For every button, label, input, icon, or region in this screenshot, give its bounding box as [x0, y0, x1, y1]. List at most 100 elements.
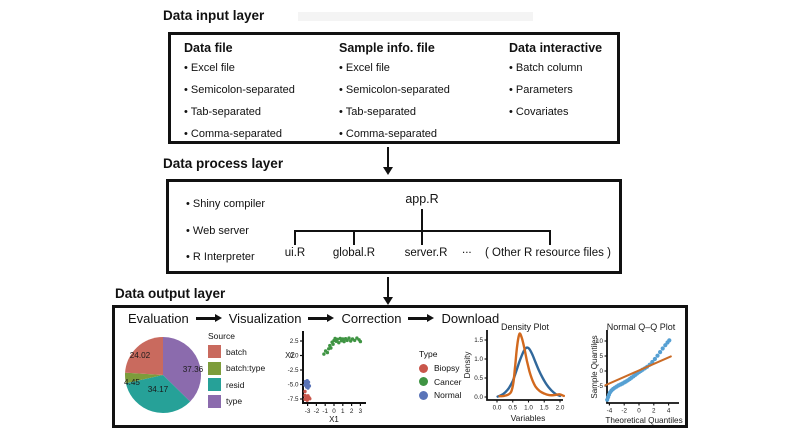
arrow-head-icon: [383, 167, 393, 175]
pie-legend: Source batch batch:type resid type: [208, 331, 265, 411]
down-arrow-input-to-process: [382, 147, 394, 175]
scatter-xlabel: X1: [329, 415, 339, 424]
svg-text:-2.5: -2.5: [288, 367, 299, 374]
arrow-shaft: [386, 277, 390, 297]
arrow-head-icon: [383, 297, 393, 305]
tree-connector: [353, 230, 355, 245]
pie-slice-resid: [125, 375, 191, 414]
tree-ellipsis: ...: [462, 244, 472, 256]
bullet-item: • Tab-separated: [339, 106, 417, 118]
scatter-point-Biopsy: [308, 397, 312, 401]
input-layer-title: Data input layer: [163, 8, 265, 23]
legend-swatch-icon: [419, 377, 428, 386]
process-layer-title: Data process layer: [163, 156, 284, 171]
legend-item: resid: [208, 378, 265, 391]
density-curve: [496, 346, 562, 398]
svg-text:-7.5: -7.5: [288, 396, 299, 403]
svg-text:10: 10: [596, 338, 604, 345]
tree-leaf-global: global.R: [332, 247, 376, 259]
bullet-item: • Semicolon-separated: [184, 84, 295, 96]
svg-text:2: 2: [350, 408, 354, 415]
legend-item: Biopsy: [419, 363, 461, 373]
density-xlabel: Variables: [511, 413, 546, 423]
step-evaluation: Evaluation: [128, 311, 189, 326]
qq-title: Normal Q–Q Plot: [607, 322, 676, 332]
legend-label: batch:type: [226, 363, 266, 373]
tree-root-label: app.R: [405, 192, 439, 206]
scatter-point-Cancer: [325, 350, 330, 355]
column-header: Sample info. file: [339, 41, 435, 55]
step-download: Download: [441, 311, 500, 326]
svg-text:-2: -2: [621, 408, 627, 415]
bullet-item: • Shiny compiler: [186, 198, 266, 210]
scatter-ylabel: X2: [285, 351, 295, 360]
scatter-point-Normal: [304, 381, 308, 385]
legend-label: Cancer: [434, 376, 462, 387]
tree-connector: [549, 230, 551, 245]
bullet-item: • Excel file: [184, 62, 235, 74]
bullet-item: • Comma-separated: [339, 128, 438, 140]
qq-point: [660, 346, 665, 351]
bullet-item: • R Interpreter: [186, 251, 255, 263]
qq-point: [655, 353, 660, 358]
svg-text:-5.0: -5.0: [288, 382, 299, 389]
tree-leaf-server: server.R: [404, 247, 448, 259]
scatter-point-Normal: [306, 386, 310, 390]
svg-text:2.5: 2.5: [290, 338, 299, 345]
bullet-item: • Batch column: [509, 62, 583, 74]
legend-label: resid: [226, 379, 245, 390]
bullet-item: • Covariates: [509, 106, 569, 118]
svg-text:1.0: 1.0: [474, 356, 483, 363]
svg-text:0.5: 0.5: [508, 405, 517, 412]
legend-item: batch: [208, 345, 265, 358]
pie-slice-type: [163, 337, 202, 402]
scatter-point-Cancer: [353, 338, 357, 343]
right-arrow-icon: [195, 313, 222, 323]
svg-text:0: 0: [637, 408, 641, 415]
scatter-point-Biopsy: [303, 389, 307, 394]
bullet-item: • Comma-separated: [184, 128, 283, 140]
legend-swatch-icon: [208, 394, 221, 408]
legend-label: Biopsy: [434, 363, 460, 373]
pie-value-label: 37.36: [183, 365, 204, 374]
density-title: Density Plot: [501, 322, 550, 332]
legend-swatch-icon: [208, 361, 221, 375]
legend-item: Normal: [419, 390, 461, 400]
column-header: Data interactive: [509, 41, 603, 55]
scatter-point-Cancer: [347, 336, 351, 340]
down-arrow-process-to-output: [382, 277, 394, 305]
qq-xlabel: Theoretical Quantiles: [605, 416, 682, 425]
step-correction: Correction: [341, 311, 402, 326]
qq-reference-line: [604, 355, 672, 387]
legend-label: batch: [226, 346, 247, 357]
legend-item: Cancer: [419, 377, 461, 387]
pie-value-label: 34.17: [148, 385, 169, 394]
density-plot: Density Plot 0.0 0.5 1.0 1.5 0.0 0.5 1.0 1.5 2.0 D…: [463, 322, 565, 423]
svg-text:0.0: 0.0: [290, 353, 299, 360]
scatter-plot: 2.5 0.0 -2.5 -5.0 -7.5 -3 -2 -1 0 1 2 3 X2 X1: [285, 331, 366, 424]
density-curve: [498, 332, 565, 398]
bullet-list: • Excel file • Semicolon-separated • Tab-s…: [339, 57, 450, 145]
qq-point: [652, 356, 657, 362]
bullet-item: • Semicolon-separated: [339, 84, 450, 96]
bullet-item: • Tab-separated: [184, 106, 262, 118]
input-layer-box: Data file • Excel file • Semicolon-separa…: [168, 32, 620, 144]
pie-slice-batch: [125, 337, 163, 375]
column-header: Data file: [184, 41, 233, 55]
legend-swatch-icon: [419, 390, 428, 400]
svg-text:0: 0: [599, 368, 603, 375]
pie-chart: 37.36 34.17 4.45 24.02: [124, 337, 204, 414]
legend-label: Normal: [434, 390, 462, 400]
svg-text:1.5: 1.5: [540, 405, 549, 412]
watermark-remnant: [298, 12, 533, 21]
tree-connector: [421, 209, 423, 230]
scatter-point-Cancer: [331, 342, 335, 346]
qq-point: [658, 350, 663, 355]
tree-leaf-ui: ui.R: [284, 247, 306, 259]
tree-connector: [421, 230, 423, 245]
svg-text:-4: -4: [607, 408, 613, 415]
bullet-item: • Excel file: [339, 62, 390, 74]
svg-text:1: 1: [341, 408, 345, 415]
svg-text:0: 0: [332, 408, 336, 415]
